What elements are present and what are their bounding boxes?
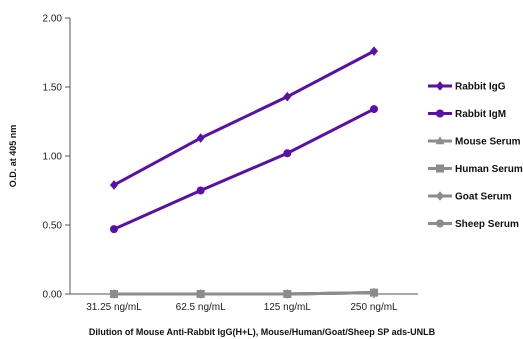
series-line [113,107,375,231]
legend-item: Mouse Serum [428,136,521,148]
data-point [196,133,205,143]
x-tick-group: 31.25 ng/mL 62.5 ng/mL 125 ng/mL 250 ng/mL [86,294,398,313]
y-tick-label: 0.50 [43,221,63,232]
series-line [113,49,375,187]
data-point [196,186,205,195]
data-point [283,290,292,298]
data-point [370,46,378,56]
legend-item: Human Serum [428,164,523,175]
series-sheep-serum [110,288,378,298]
x-tick-label: 250 ng/mL [350,302,398,313]
y-tick-label: 2.00 [43,14,63,25]
y-axis-title: O.D. at 405 nm [8,125,18,188]
legend-item: Goat Serum [428,191,512,203]
legend-marker [436,191,444,201]
legend-label: Rabbit IgM [455,109,506,120]
data-point [283,149,292,158]
x-axis-title: Dilution of Mouse Anti-Rabbit IgG(H+L), … [89,327,436,337]
y-tick-group: 0.00 0.50 1.00 1.50 2.00 [43,14,70,301]
x-tick-label: 125 ng/mL [264,302,312,313]
series-rabbit-igm [110,105,378,234]
legend-label: Goat Serum [455,192,512,203]
data-point [110,180,118,190]
legend-marker [436,164,444,173]
data-point [370,105,378,114]
legend-item: Rabbit IgM [428,109,506,120]
legend-marker [436,109,444,118]
data-point [196,290,205,298]
data-point [110,225,118,234]
series-line [114,291,375,296]
x-tick-label: 62.5 ng/mL [176,302,226,313]
legend-label: Sheep Serum [455,219,519,230]
legend-label: Human Serum [455,164,523,175]
series-rabbit-igg [110,46,378,190]
data-point [110,290,118,298]
legend-item: Sheep Serum [428,219,519,230]
y-tick-label: 0.00 [43,290,63,301]
y-tick-label: 1.00 [43,152,63,163]
data-point [283,91,292,102]
y-tick-label: 1.50 [43,83,63,94]
legend-marker [436,219,444,228]
data-point [370,288,378,297]
series-group [109,46,379,299]
x-tick-label: 31.25 ng/mL [86,302,142,313]
legend-label: Mouse Serum [455,137,521,148]
legend-label: Rabbit IgG [455,82,506,93]
legend-marker [436,81,444,91]
legend-item: Rabbit IgG [428,81,506,93]
legend-marker [435,136,445,145]
legend: Rabbit IgG Rabbit IgM Mouse Serum Human Ser… [428,81,523,230]
